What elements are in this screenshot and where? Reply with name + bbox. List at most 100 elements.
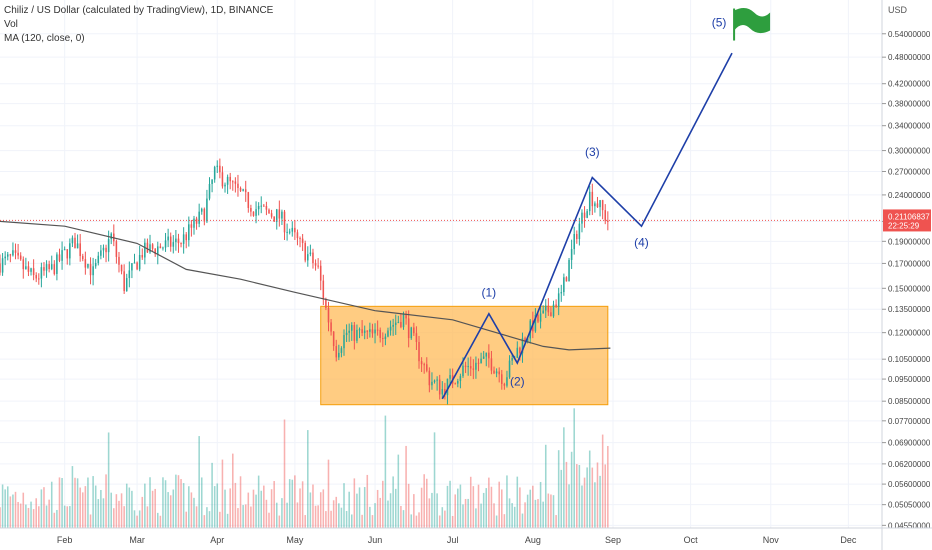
candle-body (488, 352, 490, 359)
candle-body (255, 209, 257, 216)
volume-bar (469, 476, 472, 528)
candle-body (524, 338, 526, 342)
price-axis: USD 0.54000000 0.48000000 0.42000000 0.38000… (881, 0, 931, 550)
volume-bar (81, 492, 84, 528)
candle-body (340, 348, 343, 353)
volume-bar (61, 477, 63, 528)
volume-bar (226, 513, 229, 528)
volume-bar (107, 432, 110, 528)
candle-body (557, 293, 560, 307)
volume-bar (151, 490, 154, 528)
candle-body (544, 305, 547, 311)
volume-bar (374, 503, 376, 528)
volume-bar (340, 507, 343, 528)
candle-body (309, 252, 312, 255)
candle-body (485, 352, 488, 357)
candle-body (521, 338, 524, 354)
candle-body (216, 165, 219, 168)
candle-body (84, 259, 87, 268)
candle-body (257, 205, 260, 210)
candle-body (480, 358, 482, 364)
volume-bar (405, 445, 407, 528)
volume-bar (501, 489, 503, 528)
volume-bar (490, 486, 493, 528)
candle-body (296, 232, 299, 239)
candle-body (312, 252, 314, 264)
candle-body (454, 383, 457, 385)
candle-body (431, 381, 433, 386)
volume-bar (58, 477, 61, 528)
volume-bar (164, 480, 167, 528)
volume-bar (335, 496, 338, 528)
candle-body (350, 325, 353, 331)
time-axis: Feb Mar Apr May Jun Jul Aug Sep Oct Nov Dec (0, 527, 932, 545)
candle-body (547, 305, 550, 313)
volume-bar (482, 492, 485, 528)
volume-bar (71, 466, 74, 528)
volume-bar (425, 478, 428, 528)
volume-bar (392, 476, 394, 528)
volume-bar (475, 508, 477, 528)
candle-body (459, 376, 462, 382)
candle-body (234, 181, 237, 184)
volume-bar (169, 495, 172, 528)
x-tick-label: Oct (684, 535, 699, 545)
volume-bar (291, 479, 294, 528)
volume-bar (128, 487, 131, 528)
volume-bar (462, 504, 464, 528)
volume-bar (45, 505, 48, 528)
candle-body (552, 304, 555, 317)
y-tick-label: 0.06900000 (888, 439, 931, 448)
volume-bar (599, 475, 601, 528)
candle-body (345, 332, 348, 336)
volume-bar (358, 487, 361, 528)
y-tick-label: 0.13500000 (888, 305, 931, 314)
candle-body (503, 383, 506, 386)
volume-bar (224, 489, 226, 528)
volume-bar (198, 436, 200, 528)
candle-body (425, 364, 428, 371)
candle-body (363, 330, 366, 334)
volume-bar (423, 474, 425, 528)
volume-bar (12, 494, 14, 528)
candle-body (275, 209, 278, 222)
candle-body (322, 280, 325, 300)
candle-body (229, 176, 231, 182)
volume-bar (441, 507, 444, 528)
candle-body (50, 264, 53, 270)
candle-body (131, 263, 133, 271)
y-tick-label: 0.19000000 (888, 237, 931, 246)
candle-body (475, 362, 477, 370)
volume-bar (379, 497, 381, 528)
volume-bar (281, 498, 283, 528)
volume-bar (211, 462, 213, 528)
candle-body (224, 184, 226, 187)
volume-bar (260, 490, 263, 528)
candle-body (325, 299, 327, 308)
volume-bar (369, 506, 371, 528)
candle-body (301, 238, 304, 243)
volume-bar (213, 486, 216, 528)
volume-bar (433, 432, 436, 528)
candle-body (446, 378, 449, 396)
candle-body (35, 275, 37, 279)
volume-bar (568, 484, 570, 528)
volume-bar (304, 515, 306, 528)
candle-body (226, 176, 229, 185)
candle-body (208, 184, 211, 199)
candle-body (177, 238, 180, 244)
volume-bar (488, 477, 490, 528)
volume-bar (219, 511, 221, 528)
candle-body (198, 211, 200, 224)
volume-bar (363, 487, 366, 528)
candle-body (441, 389, 444, 395)
candle-body (195, 218, 198, 224)
candle-body (244, 189, 247, 193)
candle-body (149, 244, 151, 253)
y-tick-label: 0.34000000 (888, 122, 931, 131)
candle-body (76, 243, 79, 249)
volume-bar (141, 496, 144, 528)
candle-body (144, 242, 146, 258)
